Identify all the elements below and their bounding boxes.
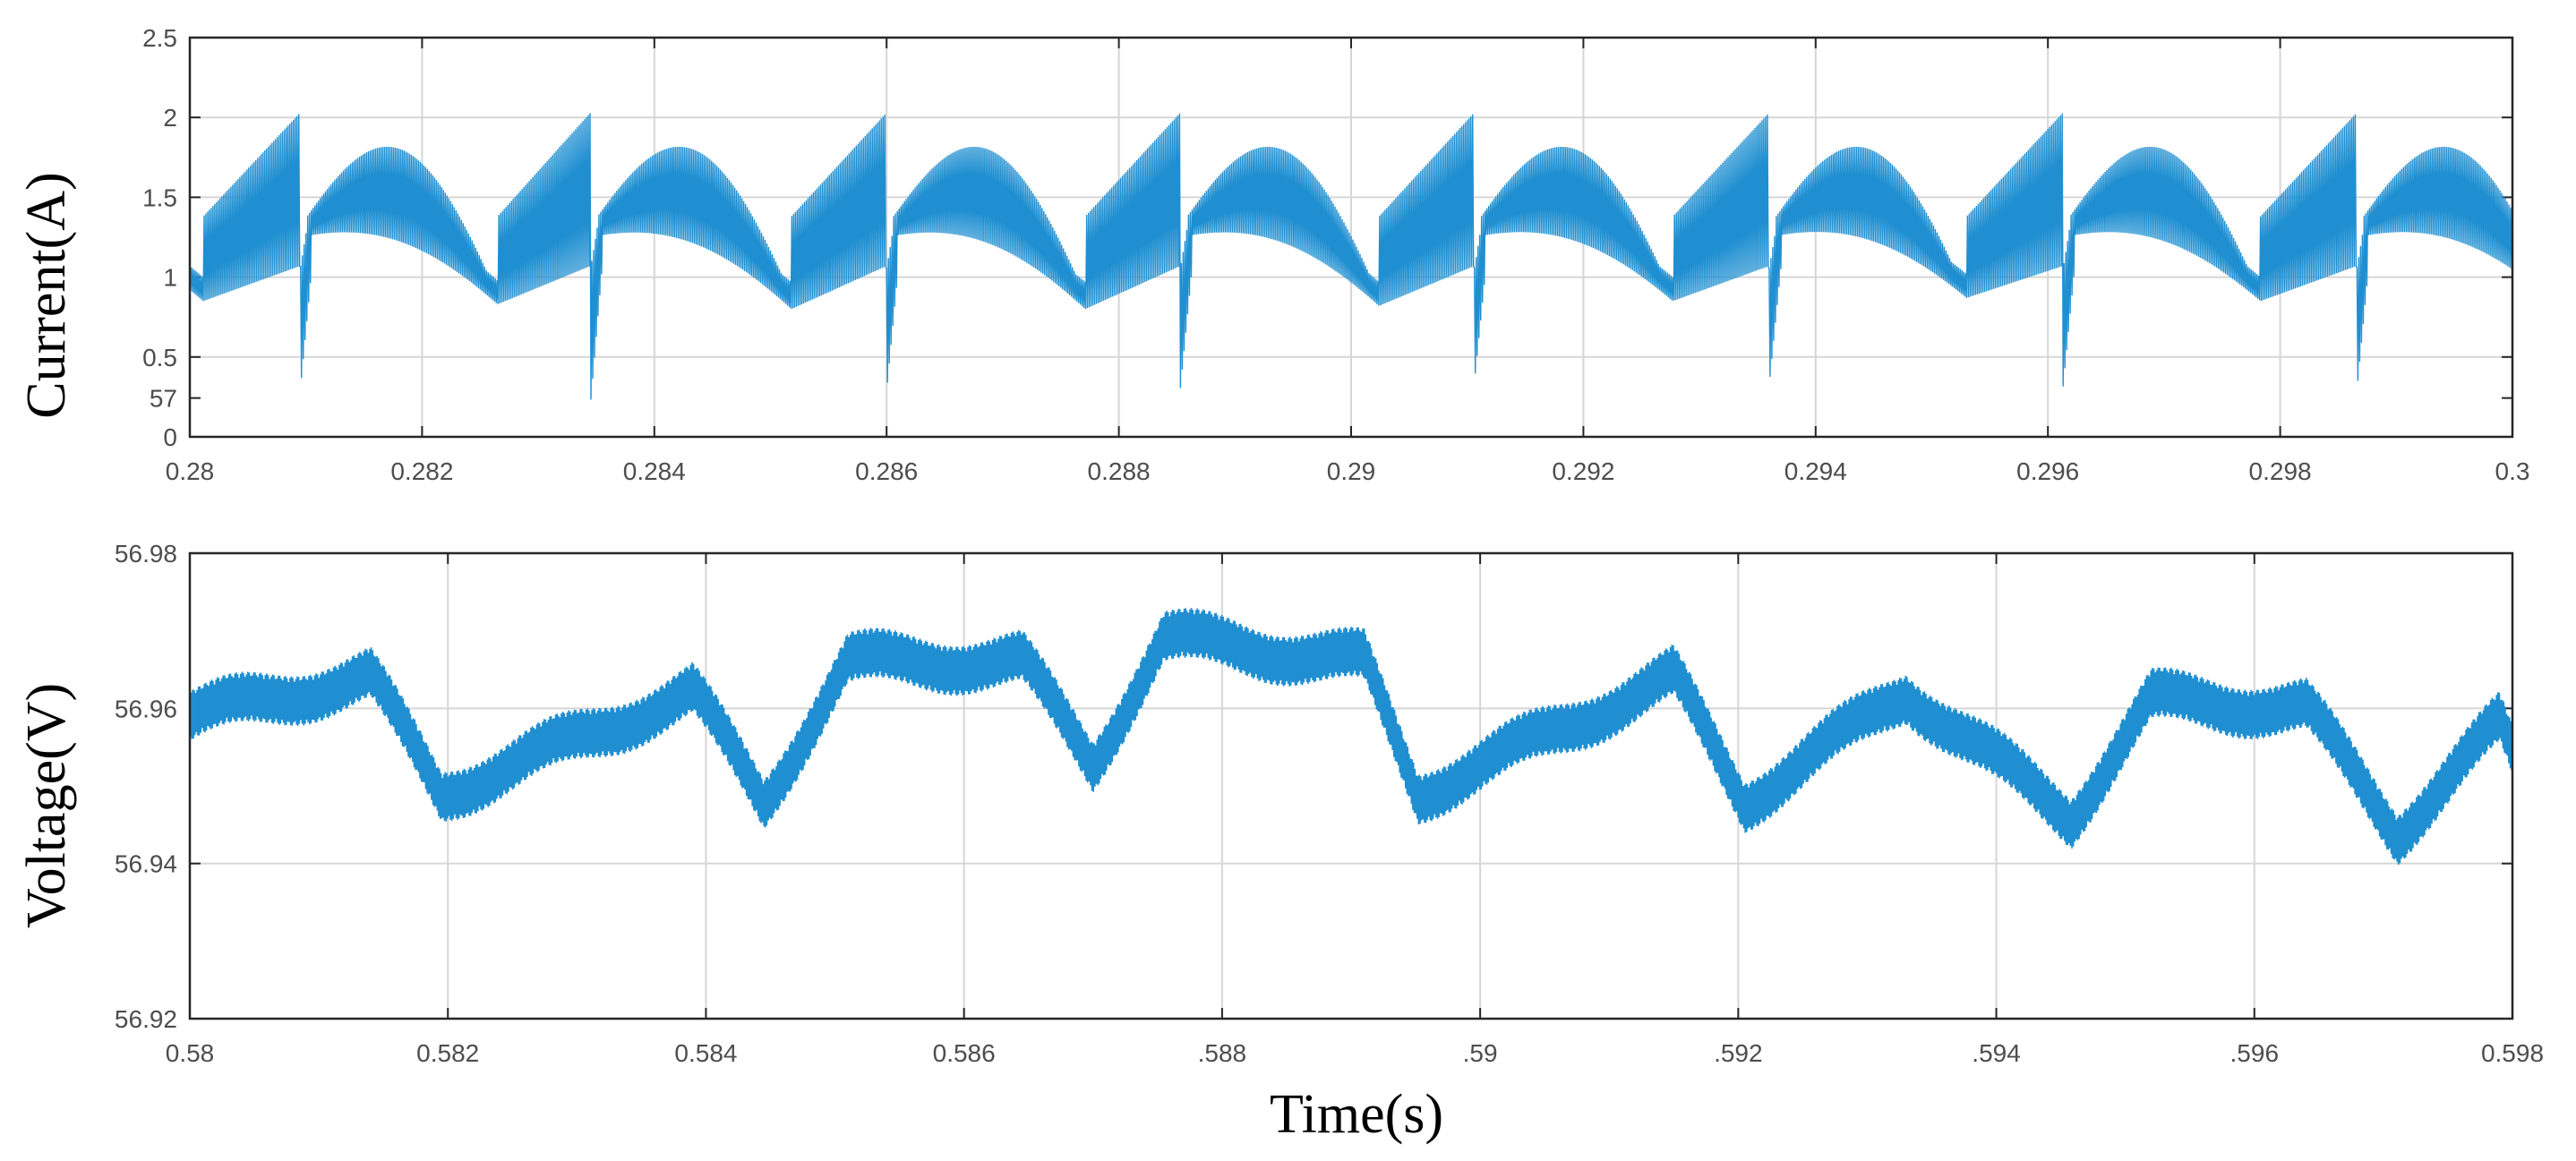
y-tick-label: 57 — [150, 385, 177, 413]
y-tick-label: 1 — [163, 264, 177, 292]
x-tick-label: 0.296 — [2016, 457, 2079, 485]
x-tick-label: 0.292 — [1552, 457, 1614, 485]
x-tick-label: 0.284 — [623, 457, 686, 485]
y-tick-label: 56.96 — [115, 695, 177, 722]
y-tick-label: 0 — [163, 423, 177, 451]
x-axis-label-time: Time(s) — [1270, 1084, 1443, 1145]
x-tick-label: 0.586 — [933, 1039, 996, 1067]
x-tick-label: 0.298 — [2249, 457, 2312, 485]
y-tick-label: 0.5 — [142, 344, 177, 371]
x-tick-label: 0.598 — [2481, 1039, 2544, 1067]
x-tick-label: .59 — [1463, 1039, 1498, 1067]
y-tick-label: 2.5 — [142, 24, 177, 52]
axes-box — [188, 36, 2514, 439]
x-tick-label: 0.582 — [416, 1039, 479, 1067]
y-tick-label: 1.5 — [142, 184, 177, 211]
y-tick-label: 56.92 — [115, 1005, 177, 1033]
current-plot: 0.28 0.282 0.284 0.286 0.288 0.29 0.292 0.294 0.… — [142, 24, 2529, 485]
x-tick-label: .594 — [1972, 1039, 2021, 1067]
x-tick-label: 0.294 — [1784, 457, 1847, 485]
x-tick-label: 0.3 — [2495, 457, 2530, 485]
current-trace — [189, 113, 2513, 400]
x-tick-label: 0.29 — [1327, 457, 1376, 485]
x-tick-label: .592 — [1714, 1039, 1763, 1067]
voltage-trace — [189, 608, 2513, 866]
x-tick-label: 0.282 — [390, 457, 453, 485]
x-tick-label: .588 — [1198, 1039, 1247, 1067]
y-tick-label: 56.98 — [115, 540, 177, 568]
y-axis-label-voltage: Voltage(V) — [16, 683, 77, 928]
x-tick-label: 0.288 — [1088, 457, 1151, 485]
y-tick-label: 2 — [163, 104, 177, 132]
x-tick-label: 0.286 — [855, 457, 918, 485]
y-axis-label-current: Current(A) — [16, 172, 77, 418]
x-tick-label: 0.584 — [674, 1039, 737, 1067]
axes-box — [188, 551, 2514, 1020]
x-tick-label: 0.28 — [166, 457, 215, 485]
y-tick-label: 56.94 — [115, 850, 177, 878]
voltage-plot: 0.58 0.582 0.584 0.586 .588 .59 .592 .594 .596 0.… — [115, 385, 2544, 1067]
plot-area — [190, 553, 2512, 1019]
x-tick-label: .596 — [2230, 1039, 2280, 1067]
x-tick-label: 0.58 — [166, 1039, 215, 1067]
